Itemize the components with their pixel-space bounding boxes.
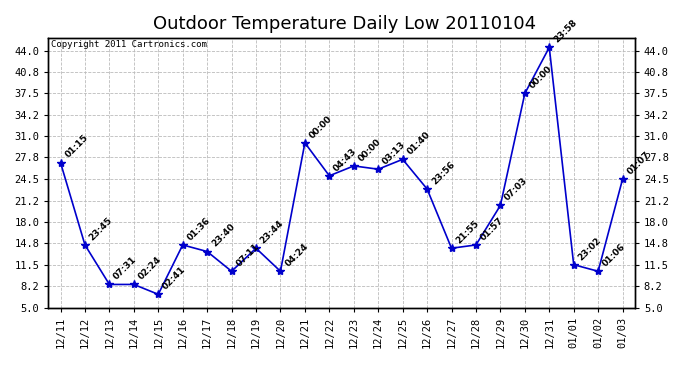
Text: 23:45: 23:45 [88,216,115,242]
Text: 01:57: 01:57 [479,216,505,242]
Text: 02:24: 02:24 [137,255,164,282]
Text: 07:11: 07:11 [235,242,261,268]
Text: 00:00: 00:00 [308,114,334,140]
Text: Copyright 2011 Cartronics.com: Copyright 2011 Cartronics.com [51,40,207,49]
Text: 23:56: 23:56 [430,160,457,186]
Text: 23:02: 23:02 [576,236,603,262]
Text: 01:07: 01:07 [625,150,652,176]
Text: 00:00: 00:00 [528,64,554,91]
Text: 01:36: 01:36 [186,216,212,242]
Text: 21:55: 21:55 [454,219,481,246]
Text: 04:24: 04:24 [283,242,310,268]
Text: Outdoor Temperature Daily Low 20110104: Outdoor Temperature Daily Low 20110104 [153,15,537,33]
Text: 23:44: 23:44 [259,219,286,246]
Text: 23:58: 23:58 [552,18,579,45]
Text: 01:15: 01:15 [63,134,90,160]
Text: 23:40: 23:40 [210,222,237,249]
Text: 04:43: 04:43 [332,146,359,173]
Text: 01:06: 01:06 [601,242,627,268]
Text: 02:41: 02:41 [161,265,188,291]
Text: 07:31: 07:31 [112,255,139,282]
Text: 01:40: 01:40 [406,130,432,156]
Text: 00:00: 00:00 [357,137,383,163]
Text: 03:13: 03:13 [381,140,408,166]
Text: 07:03: 07:03 [503,176,530,203]
